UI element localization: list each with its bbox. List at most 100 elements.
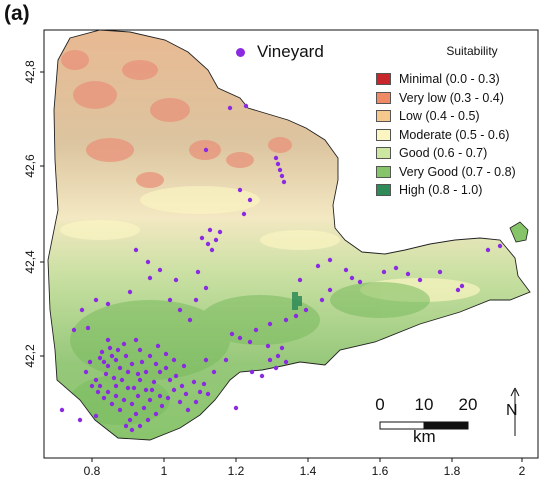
vineyard-point <box>293 313 299 319</box>
vineyard-point <box>203 357 209 363</box>
scale-bar <box>379 421 469 430</box>
vineyard-point <box>485 247 491 253</box>
vineyard-point <box>171 387 177 393</box>
vineyard-point <box>209 247 215 253</box>
vineyard-point <box>129 427 135 433</box>
vineyard-point <box>197 389 203 395</box>
vineyard-point <box>83 369 89 375</box>
vineyard-legend: Vineyard <box>236 42 324 62</box>
x-tick-label: 1.6 <box>372 464 389 478</box>
vineyard-point <box>121 341 127 347</box>
vineyard-point <box>277 167 283 173</box>
vineyard-point <box>139 359 145 365</box>
vineyard-point <box>147 275 153 281</box>
vineyard-point <box>101 395 107 401</box>
x-tick-label: 1.2 <box>228 464 245 478</box>
vineyard-point <box>59 407 65 413</box>
vineyard-point <box>179 383 185 389</box>
vineyard-legend-label: Vineyard <box>257 42 324 61</box>
legend-swatch <box>376 110 391 123</box>
legend-item: Very low (0.3 - 0.4) <box>376 89 548 108</box>
scale-tick-label: 10 <box>414 395 434 414</box>
vineyard-point <box>203 285 209 291</box>
vineyard-point <box>95 389 101 395</box>
x-tick-label: 1.8 <box>444 464 461 478</box>
vineyard-point <box>135 371 141 377</box>
legend-swatch <box>376 73 391 86</box>
vineyard-point <box>145 259 151 265</box>
vineyard-point <box>165 395 171 401</box>
vineyard-point <box>145 417 151 423</box>
vineyard-point <box>85 325 91 331</box>
vineyard-point <box>129 361 135 367</box>
vineyard-point <box>105 337 111 343</box>
north-arrow-label: N <box>506 402 518 419</box>
suitability-legend: Suitability Minimal (0.0 - 0.3) Very low … <box>376 44 548 200</box>
vineyard-point <box>279 173 285 179</box>
vineyard-point <box>157 369 163 375</box>
vineyard-point <box>141 405 147 411</box>
vineyard-point <box>279 345 285 351</box>
y-tick-label: 42,6 <box>23 154 37 178</box>
vineyard-point <box>497 243 503 249</box>
vineyard-point <box>113 383 119 389</box>
vineyard-point <box>127 289 133 295</box>
vineyard-point <box>111 375 117 381</box>
vineyard-point <box>319 297 325 303</box>
vineyard-point <box>203 147 209 153</box>
region-boundary <box>47 29 531 441</box>
legend-label: High (0.8 - 1.0) <box>399 183 483 198</box>
vineyard-point <box>273 365 279 371</box>
vineyard-point <box>191 379 197 385</box>
vineyard-point <box>147 353 153 359</box>
vineyard-point <box>195 269 201 275</box>
legend-label: Very low (0.3 - 0.4) <box>399 90 504 105</box>
legend-label: Minimal (0.0 - 0.3) <box>399 72 500 87</box>
vineyard-point <box>283 359 289 365</box>
vineyard-point <box>107 345 113 351</box>
vineyard-point <box>93 297 99 303</box>
vineyard-point <box>283 317 289 323</box>
vineyard-point <box>181 363 187 369</box>
vineyard-point <box>265 343 271 349</box>
vineyard-point <box>381 269 387 275</box>
vineyard-point <box>173 373 179 379</box>
vineyard-point <box>99 349 105 355</box>
vineyard-point <box>205 241 211 247</box>
vineyard-point <box>137 377 143 383</box>
vineyard-points <box>59 103 503 433</box>
vineyard-point <box>217 229 223 235</box>
vineyard-point <box>103 371 109 377</box>
vineyard-point <box>243 103 249 109</box>
vineyard-point <box>273 155 279 161</box>
map-frame <box>43 29 539 459</box>
vineyard-point <box>315 263 321 269</box>
vineyard-point <box>211 369 217 375</box>
vineyard-point <box>117 365 123 371</box>
vineyard-point <box>87 359 93 365</box>
vineyard-point <box>247 197 253 203</box>
vineyard-point <box>201 381 207 387</box>
vineyard-point <box>157 393 163 399</box>
vineyard-point <box>455 287 461 293</box>
legend-item: Good (0.6 - 0.7) <box>376 144 548 163</box>
vineyard-point <box>327 257 333 263</box>
vineyard-point <box>405 271 411 277</box>
legend-title: Suitability <box>446 44 498 58</box>
vineyard-point <box>253 327 259 333</box>
vineyard-point <box>97 355 103 361</box>
vineyard-point <box>101 359 107 365</box>
vineyard-point <box>223 357 229 363</box>
legend-swatch <box>376 165 391 178</box>
vineyard-point <box>93 377 99 383</box>
vineyard-point <box>149 387 155 393</box>
vineyard-point <box>193 297 199 303</box>
vineyard-point <box>297 277 303 283</box>
north-arrow-icon <box>510 387 520 436</box>
legend-item: Low (0.4 - 0.5) <box>376 107 548 126</box>
vineyard-point <box>125 369 131 375</box>
vineyard-point <box>343 267 349 273</box>
vineyard-point <box>249 369 255 375</box>
vineyard-point <box>105 389 111 395</box>
